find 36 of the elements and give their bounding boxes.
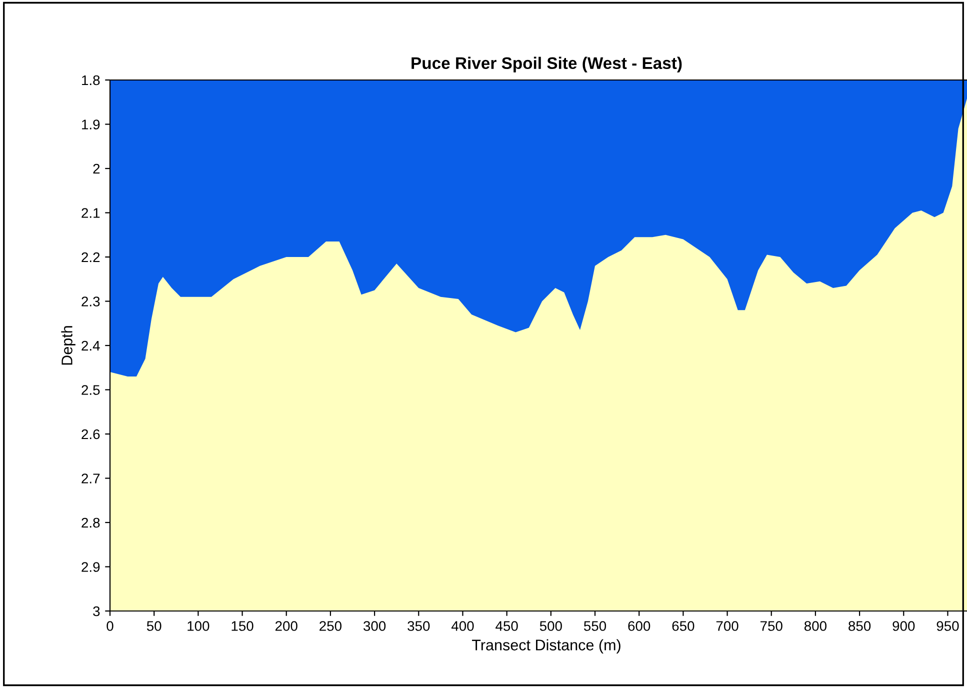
x-tick-label: 200 [275,621,298,631]
x-tick-label: 50 [146,621,162,631]
x-tick-label: 300 [363,621,386,631]
x-tick-label: 900 [892,621,915,631]
y-tick-label: 1.9 [82,120,100,130]
y-tick-label: 2 [93,164,100,174]
x-tick-label: 350 [408,621,430,631]
x-axis-title: Transect Distance (m) [472,639,620,654]
x-tick-label: 600 [628,621,650,631]
x-tick-label: 150 [232,621,254,631]
y-tick-label: 2.5 [82,385,100,395]
y-tick-label: 2.9 [82,562,100,572]
y-tick-label: 1.8 [82,75,100,86]
y-tick-label: 2.4 [82,340,100,351]
x-tick-label: 650 [672,621,694,631]
y-tick-label: 2.2 [82,252,100,262]
y-tick-label: 2.1 [82,208,100,218]
x-tick-label: 450 [496,621,518,631]
x-tick-label: 400 [451,621,474,631]
chart-title: Puce River Spoil Site (West - East) [412,56,682,72]
y-tick-label: 2.7 [82,474,100,484]
y-axis-title: Depth [61,326,76,365]
y-tick-label: 2.8 [82,518,100,528]
x-tick-label: 700 [716,621,738,631]
y-tick-label: 3 [93,606,100,616]
x-tick-label: 800 [804,621,826,631]
x-tick-label: 0 [106,621,114,631]
x-tick-label: 250 [320,621,342,631]
x-tick-label: 100 [188,621,210,631]
y-tick-label: 2.3 [82,296,100,306]
x-tick-label: 550 [584,621,606,631]
x-tick-label: 950 [936,621,959,631]
x-tick-label: 500 [540,621,562,631]
x-tick-label: 750 [760,621,782,631]
x-tick-label: 850 [848,621,871,631]
y-tick-label: 2.6 [82,429,100,440]
